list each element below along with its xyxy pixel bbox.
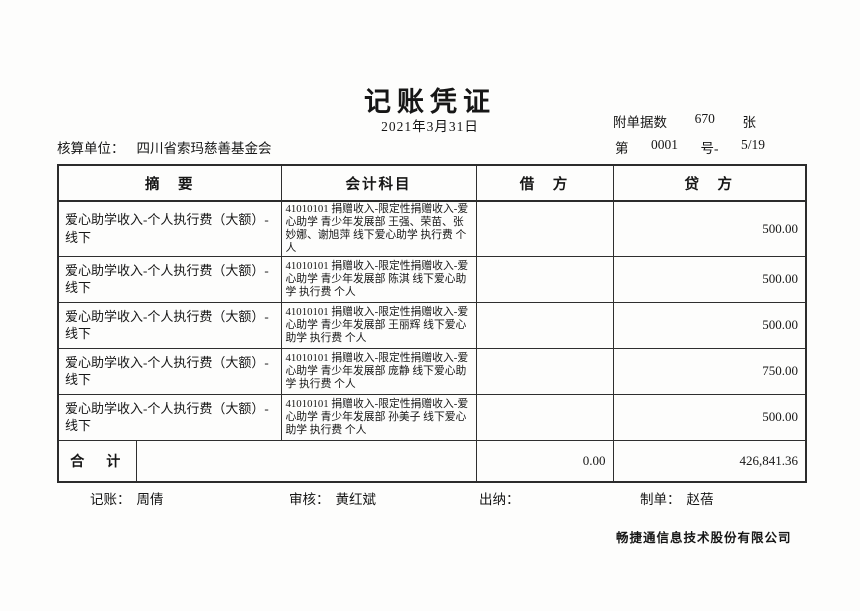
attachments-line: 附单据数 670 张 [613,111,756,131]
credit-cell: 500.00 [612,301,807,349]
account-cell: 41010101 捐赠收入-限定性捐赠收入-爱心助学 青少年发展部 王强、荣苗、… [280,200,477,257]
cashier-signature: 出纳： [479,488,526,508]
header-credit: 贷 方 [612,164,807,202]
table-row: 爱心助学收入-个人执行费（大额）-线下 41010101 捐赠收入-限定性捐赠收… [57,347,807,395]
credit-cell: 500.00 [612,393,807,441]
summary-cell: 爱心助学收入-个人执行费（大额）-线下 [57,347,282,395]
cashier-label: 出纳： [479,492,520,507]
debit-cell [475,301,614,349]
bookkeeper-label: 记账： [90,492,131,507]
credit-cell: 750.00 [612,347,807,395]
accounting-unit-name: 四川省索玛慈善基金会 [136,141,272,156]
page-title: 记账凭证 [364,87,496,117]
header-debit: 借 方 [475,164,614,202]
debit-cell [475,393,614,441]
attachments-count: 670 [694,111,715,126]
page-of: 5/19 [740,137,765,152]
accounting-unit-line: 核算单位： 四川省索玛慈善基金会 [57,137,272,157]
table-row: 爱心助学收入-个人执行费（大额）-线下 41010101 捐赠收入-限定性捐赠收… [57,255,807,303]
summary-cell: 爱心助学收入-个人执行费（大额）-线下 [57,200,282,257]
preparer-signature: 制单： 赵蓓 [640,488,714,508]
debit-cell [475,255,614,303]
total-credit: 426,841.36 [612,439,807,483]
account-cell: 41010101 捐赠收入-限定性捐赠收入-爱心助学 青少年发展部 陈淇 线下爱… [280,255,477,303]
total-blank-cell [135,439,477,483]
account-cell: 41010101 捐赠收入-限定性捐赠收入-爱心助学 青少年发展部 庞静 线下爱… [280,347,477,395]
account-cell: 41010101 捐赠收入-限定性捐赠收入-爱心助学 青少年发展部 王丽辉 线下… [280,301,477,349]
debit-cell [475,347,614,395]
attachments-unit: 张 [742,115,757,130]
header-summary: 摘 要 [57,164,282,202]
credit-cell: 500.00 [612,200,807,257]
voucher-date: 2021年3月31日 [381,119,479,134]
summary-cell: 爱心助学收入-个人执行费（大额）-线下 [57,255,282,303]
attachments-label: 附单据数 [613,115,667,130]
number-suffix: 号- [700,141,719,156]
reviewer-label: 审核： [289,492,330,507]
preparer-label: 制单： [640,492,681,507]
number-prefix: 第 [615,141,629,156]
table-header-row: 摘 要 会计科目 借 方 贷 方 [57,164,807,202]
voucher-table: 摘 要 会计科目 借 方 贷 方 爱心助学收入-个人执行费（大额）-线下 410… [57,164,807,484]
total-row: 合 计 0.00 426,841.36 [57,439,807,483]
bookkeeper-name: 周倩 [136,492,164,507]
credit-cell: 500.00 [612,255,807,303]
reviewer-signature: 审核： 黄红斌 [289,488,376,508]
table-row: 爱心助学收入-个人执行费（大额）-线下 41010101 捐赠收入-限定性捐赠收… [57,393,807,441]
summary-cell: 爱心助学收入-个人执行费（大额）-线下 [57,301,282,349]
bookkeeper-signature: 记账： 周倩 [90,488,164,508]
reviewer-name: 黄红斌 [335,492,377,507]
software-company-name: 畅捷通信息技术股份有限公司 [616,531,792,545]
number-value: 0001 [650,137,678,152]
total-debit: 0.00 [475,439,614,483]
table-row: 爱心助学收入-个人执行费（大额）-线下 41010101 捐赠收入-限定性捐赠收… [57,301,807,349]
debit-cell [475,200,614,257]
accounting-unit-label: 核算单位： [57,141,125,156]
preparer-name: 赵蓓 [686,492,714,507]
header-account: 会计科目 [280,164,477,202]
voucher-number-line: 第 0001 号- 5/19 [615,137,765,157]
table-row: 爱心助学收入-个人执行费（大额）-线下 41010101 捐赠收入-限定性捐赠收… [57,200,807,257]
total-label: 合 计 [57,439,137,483]
account-cell: 41010101 捐赠收入-限定性捐赠收入-爱心助学 青少年发展部 孙美子 线下… [280,393,477,441]
summary-cell: 爱心助学收入-个人执行费（大额）-线下 [57,393,282,441]
